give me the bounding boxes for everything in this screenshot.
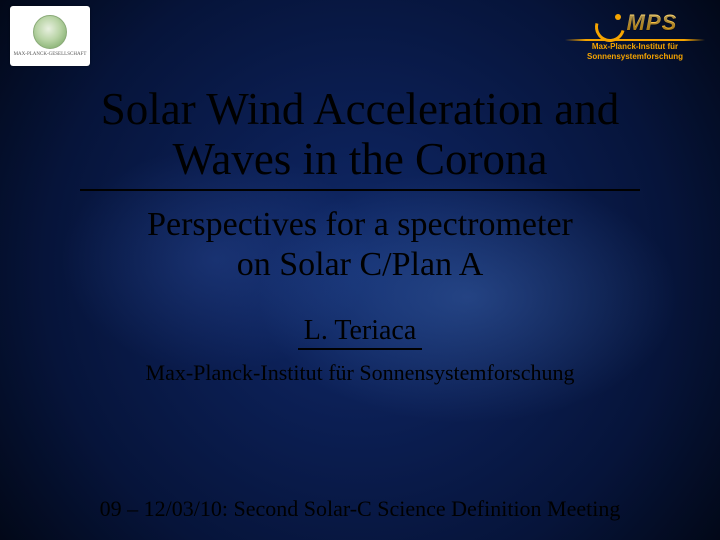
slide: MAX-PLANCK-GESELLSCHAFT MPS Max-Planck-I… [0, 0, 720, 540]
orbit-icon [593, 8, 623, 38]
subtitle-block: Perspectives for a spectrometer on Solar… [0, 205, 720, 285]
subtitle-line-2: on Solar C/Plan A [40, 245, 680, 285]
mps-logo-text: MPS [627, 10, 678, 36]
subtitle-line-1: Perspectives for a spectrometer [40, 205, 680, 245]
mpg-logo-caption: MAX-PLANCK-GESELLSCHAFT [14, 52, 87, 57]
mps-sub2: Sonnensystemforschung [587, 52, 683, 61]
title-underline [80, 189, 640, 191]
title-line-2: Waves in the Corona [24, 134, 696, 184]
title-line-1: Solar Wind Acceleration and [24, 84, 696, 134]
mps-divider [565, 39, 705, 41]
mps-badge: MPS [593, 8, 678, 38]
title-block: Solar Wind Acceleration and Waves in the… [0, 84, 720, 191]
mps-sub1: Max-Planck-Institut für [592, 42, 678, 51]
author-affiliation: Max-Planck-Institut für Sonnensystemfors… [0, 360, 720, 386]
mps-logo: MPS Max-Planck-Institut für Sonnensystem… [560, 6, 710, 62]
mpg-logo: MAX-PLANCK-GESELLSCHAFT [10, 6, 90, 66]
footer-text: 09 – 12/03/10: Second Solar-C Science De… [0, 496, 720, 522]
author-name: L. Teriaca [298, 315, 423, 350]
minerva-emblem-icon [33, 15, 67, 49]
author-block: L. Teriaca Max-Planck-Institut für Sonne… [0, 315, 720, 386]
logo-bar: MAX-PLANCK-GESELLSCHAFT MPS Max-Planck-I… [0, 0, 720, 70]
